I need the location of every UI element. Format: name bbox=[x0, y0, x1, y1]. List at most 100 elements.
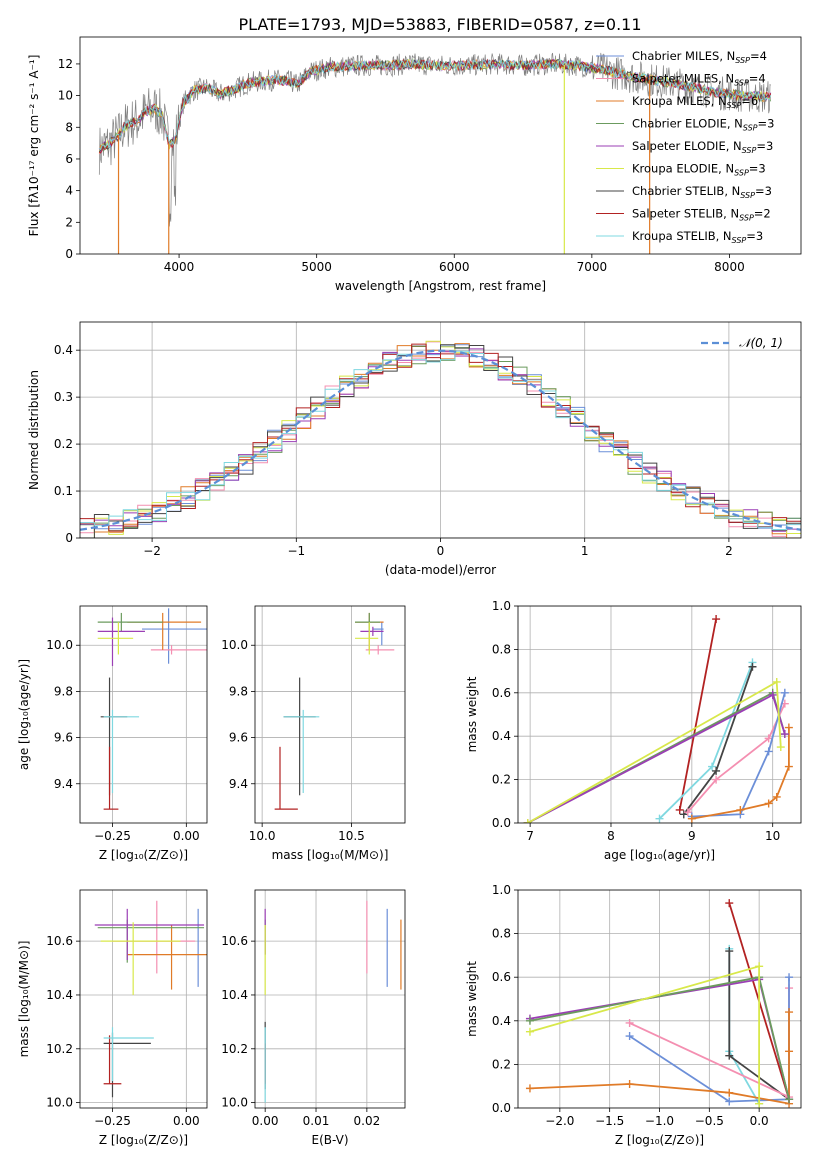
weight_vs_Z-point-marker bbox=[785, 1095, 794, 1104]
spectrum-ytick-label: 10 bbox=[58, 89, 73, 103]
weight_vs_age-point-marker bbox=[708, 762, 717, 771]
spectrum-ytick-label: 6 bbox=[65, 152, 73, 166]
weight_vs_age-ytick-label: 0.8 bbox=[492, 642, 511, 656]
weight_vs_Z-xtick-label: −1.0 bbox=[645, 1114, 674, 1128]
age_vs_Z-xtick-label: −0.25 bbox=[94, 829, 131, 843]
legend-entry: Chabrier ELODIE, NSSP=3 bbox=[632, 117, 774, 133]
legend-entry: Chabrier STELIB, NSSP=3 bbox=[632, 184, 772, 200]
spectrum-plot-area bbox=[98, 52, 772, 254]
age_vs_Z-ytick-label: 9.8 bbox=[54, 684, 73, 698]
weight_vs_Z-ytick-label: 1.0 bbox=[492, 883, 511, 897]
mass_vs_ebv-xtick-label: 0.01 bbox=[303, 1114, 330, 1128]
spectrum-xtick-label: 5000 bbox=[301, 260, 332, 274]
weight_vs_Z-xtick-label: −2.0 bbox=[545, 1114, 574, 1128]
residuals-axes: −2 −1 0 1 2 0 0.1 0.2 0.3 0.4 (data-model)/error No… bbox=[27, 321, 802, 577]
weight_vs_Z-point-marker bbox=[725, 1088, 734, 1097]
mass_vs_Z-axes: −0.25 0.00 10.0 10.2 10.4 10.6 Z [log₁₀(Z/Z⊙)]… bbox=[17, 889, 208, 1147]
weight_vs_age-series-line bbox=[527, 693, 786, 823]
weight_vs_age-point-marker bbox=[687, 814, 696, 823]
weight_vs_Z-point-marker bbox=[525, 1027, 534, 1036]
weight_vs_age-point-marker bbox=[768, 690, 777, 699]
mass_vs_ebv-ytick-label: 10.0 bbox=[221, 1096, 248, 1110]
plot-layer: 4000 5000 6000 7000 8000024681012wavelength … bbox=[17, 36, 802, 1147]
weight_vs_age-point-marker bbox=[764, 747, 773, 756]
legend-entry: Salpeter ELODIE, NSSP=3 bbox=[632, 139, 773, 155]
weight_vs_Z-xtick-label: 0.0 bbox=[750, 1114, 769, 1128]
weight_vs_Z-point-marker bbox=[625, 1018, 634, 1027]
residuals-xlabel: (data-model)/error bbox=[385, 563, 496, 577]
residuals-xtick-label: 1 bbox=[581, 544, 589, 558]
residuals-ytick-label: 0.3 bbox=[54, 390, 73, 404]
weight_vs_Z-point-marker bbox=[725, 899, 734, 908]
age_vs_mass-frame bbox=[254, 605, 406, 824]
spectrum-ylabel: Flux [fλ10⁻¹⁷ erg cm⁻² s⁻¹ A⁻¹] bbox=[27, 55, 41, 237]
mass_vs_ebv-axes: 0.00 0.01 0.02 10.0 10.2 10.4 10.6 E(B-V) bbox=[221, 889, 406, 1147]
weight_vs_Z-frame bbox=[517, 889, 802, 1109]
weight_vs_age-axes: 7 8 9 10 0.0 0.2 0.4 0.6 0.8 1.0 age [log₁₀(age/yr… bbox=[465, 599, 802, 862]
residuals-ylabel: Normed distribution bbox=[27, 370, 41, 490]
age_vs_mass-plot-area bbox=[255, 606, 405, 823]
spectrum-ytick-label: 2 bbox=[65, 215, 73, 229]
mass_vs_ebv-ytick-label: 10.2 bbox=[221, 1042, 248, 1056]
weight_vs_Z-point-marker bbox=[785, 1008, 794, 1017]
age_vs_Z-axes: −0.25 0.00 9.4 9.6 9.8 10.0 Z [log₁₀(Z/Z⊙)] age… bbox=[17, 605, 208, 862]
age_vs_mass-xtick-label: 10.0 bbox=[249, 829, 276, 843]
weight_vs_age-ytick-label: 0.0 bbox=[492, 816, 511, 830]
weight_vs_age-point-marker bbox=[780, 730, 789, 739]
weight_vs_Z-ytick-label: 0.2 bbox=[492, 1057, 511, 1071]
weight_vs_age-ytick-label: 0.4 bbox=[492, 729, 511, 743]
spectrum-xtick-label: 6000 bbox=[439, 260, 470, 274]
spectrum-ytick-label: 4 bbox=[65, 184, 73, 198]
age_vs_Z-ytick-label: 10.0 bbox=[46, 638, 73, 652]
weight_vs_age-point-marker bbox=[784, 762, 793, 771]
spectrum-ytick-label: 0 bbox=[65, 247, 73, 261]
weight_vs_age-xtick-label: 10 bbox=[765, 829, 780, 843]
weight_vs_age-series-line bbox=[691, 727, 790, 820]
weight_vs_age-xtick-label: 7 bbox=[526, 829, 534, 843]
normal-reference-curve bbox=[80, 349, 801, 531]
residuals-ytick-label: 0.2 bbox=[54, 437, 73, 451]
legend-entry: Kroupa STELIB, NSSP=3 bbox=[632, 229, 763, 245]
age_vs_mass-ytick-label: 9.4 bbox=[229, 777, 248, 791]
weight_vs_age-ytick-label: 0.6 bbox=[492, 686, 511, 700]
weight_vs_age-ytick-label: 1.0 bbox=[492, 599, 511, 613]
weight_vs_age-plot-area bbox=[518, 606, 801, 823]
spectrum-xlabel: wavelength [Angstrom, rest frame] bbox=[335, 279, 546, 293]
figure-title: PLATE=1793, MJD=53883, FIBERID=0587, z=0… bbox=[238, 15, 641, 34]
mass_vs_ebv-xtick-label: 0.02 bbox=[354, 1114, 381, 1128]
weight_vs_age-point-marker bbox=[675, 805, 684, 814]
weight_vs_age-point-marker bbox=[776, 743, 785, 752]
weight_vs_age-xlabel: age [log₁₀(age/yr)] bbox=[604, 848, 715, 862]
weight_vs_age-series-line bbox=[678, 618, 717, 811]
weight_vs_age-ylabel: mass weight bbox=[465, 676, 479, 752]
weight_vs_age-xtick-label: 9 bbox=[688, 829, 696, 843]
mass_vs_Z-ylabel: mass [log₁₀(M/M⊙)] bbox=[17, 941, 31, 1058]
weight_vs_age-point-marker bbox=[712, 775, 721, 784]
histogram-step-line bbox=[80, 350, 801, 530]
weight_vs_age-series-line bbox=[691, 692, 786, 818]
residuals-plot-area bbox=[80, 322, 801, 538]
age_vs_mass-ytick-label: 9.8 bbox=[229, 684, 248, 698]
mass_vs_ebv-frame bbox=[254, 889, 406, 1109]
age_vs_Z-plot-area bbox=[80, 606, 207, 823]
weight_vs_age-point-marker bbox=[772, 792, 781, 801]
residuals-xtick-label: 0 bbox=[437, 544, 445, 558]
mass_vs_Z-frame bbox=[79, 889, 208, 1109]
spectrum-ytick-label: 8 bbox=[65, 120, 73, 134]
weight_vs_Z-point-marker bbox=[625, 1080, 634, 1089]
spectrum-ytick-label: 12 bbox=[58, 57, 73, 71]
mass_vs_Z-ytick-label: 10.6 bbox=[46, 934, 73, 948]
legend-entry: 𝒩(0, 1) bbox=[739, 336, 783, 350]
weight_vs_Z-point-marker bbox=[785, 973, 794, 982]
age_vs_Z-xtick-label: 0.00 bbox=[173, 829, 200, 843]
residuals-frame bbox=[79, 321, 802, 539]
weight_vs_age-point-marker bbox=[780, 688, 789, 697]
weight_vs_age-ytick-label: 0.2 bbox=[492, 773, 511, 787]
weight_vs_age-point-marker bbox=[772, 677, 781, 686]
residuals-xtick-label: −2 bbox=[143, 544, 161, 558]
residuals-xtick-label: −1 bbox=[287, 544, 305, 558]
mass_vs_Z-xlabel: Z [log₁₀(Z/Z⊙)] bbox=[99, 1133, 188, 1147]
legend-entry: Chabrier MILES, NSSP=4 bbox=[632, 49, 767, 65]
mass_vs_ebv-ytick-label: 10.6 bbox=[221, 934, 248, 948]
